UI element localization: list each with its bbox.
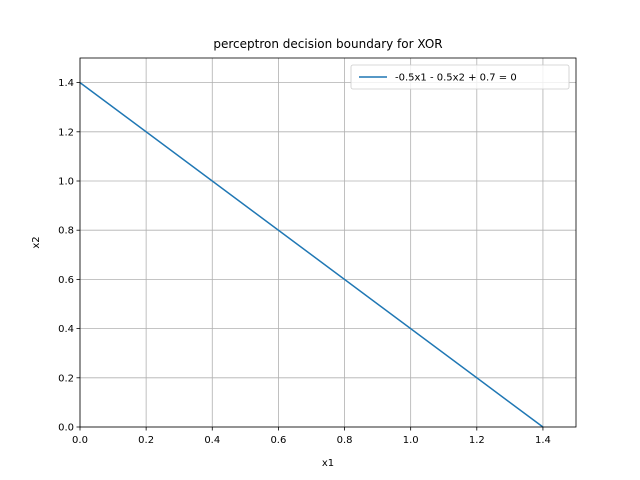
legend-box <box>350 64 570 90</box>
series-line <box>79 81 544 428</box>
chart-title: perceptron decision boundary for XOR <box>213 37 442 51</box>
y-tick-label: 0.4 <box>58 324 74 335</box>
x-tick-label: 0.2 <box>138 435 154 446</box>
legend-label: -0.5x1 - 0.5x2 + 0.7 = 0 <box>395 73 517 84</box>
ticks: 0.0 0.2 0.4 0.6 0.8 1.0 1.2 1.4 0.0 0.2 0.4 0.6 0.8 1… <box>58 78 551 446</box>
x-tick-label: 0.0 <box>72 435 88 446</box>
y-tick-label: 0.6 <box>58 275 74 286</box>
x-tick-label: 0.6 <box>270 435 286 446</box>
y-tick-label: 0.8 <box>58 226 74 237</box>
series-layer <box>79 81 544 428</box>
y-tick-label: 1.4 <box>58 78 74 89</box>
x-tick-label: 0.8 <box>337 435 353 446</box>
x-axis-label: x1 <box>322 458 334 469</box>
plot-frame <box>79 57 577 428</box>
y-axis-label: x2 <box>31 236 42 248</box>
y-tick-label: 1.0 <box>58 177 74 188</box>
x-tick-label: 0.4 <box>204 435 220 446</box>
legend: -0.5x1 - 0.5x2 + 0.7 = 0 <box>350 64 570 90</box>
x-tick-label: 1.4 <box>535 435 551 446</box>
y-tick-label: 0.2 <box>58 373 74 384</box>
x-tick-label: 1.0 <box>403 435 419 446</box>
x-tick-label: 1.2 <box>469 435 485 446</box>
y-tick-label: 0.0 <box>58 423 74 434</box>
y-tick-label: 1.2 <box>58 127 74 138</box>
